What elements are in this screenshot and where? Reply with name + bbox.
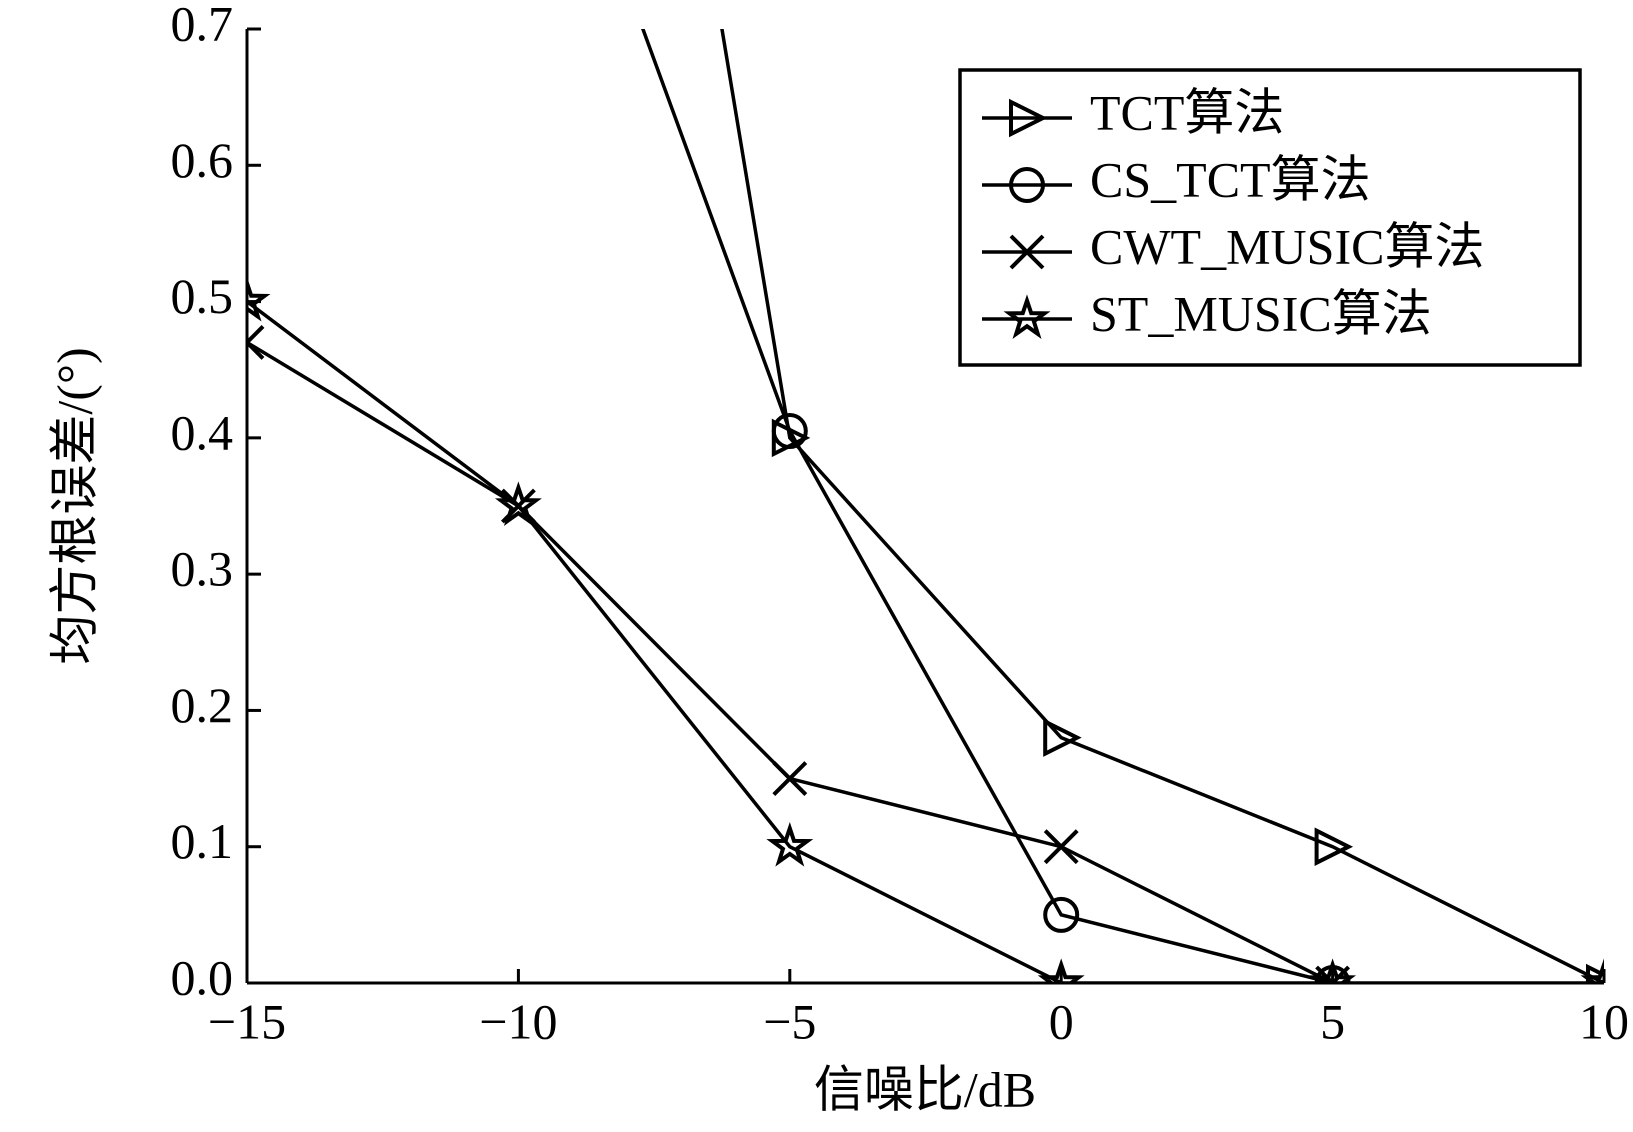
y-tick-label: 0.2 (171, 677, 234, 733)
series-line (641, 29, 1334, 983)
legend-label: CWT_MUSIC算法 (1090, 218, 1484, 274)
x-tick-label: 0 (1049, 993, 1074, 1049)
marker (1009, 167, 1045, 203)
x-tick-label: 10 (1579, 993, 1629, 1049)
marker (1037, 958, 1085, 983)
marker (247, 325, 265, 360)
marker (766, 822, 814, 867)
marker (494, 481, 542, 526)
y-tick-label: 0.6 (171, 132, 234, 188)
marker (1315, 965, 1351, 983)
marker (1043, 829, 1079, 865)
marker (1043, 896, 1080, 933)
marker (1580, 958, 1604, 983)
x-axis-label: 信噪比/dB (814, 1061, 1036, 1117)
legend-label: TCT算法 (1090, 84, 1284, 140)
y-axis-label: 均方根误差/(°) (46, 347, 102, 664)
marker (1009, 98, 1048, 138)
y-tick-label: 0.3 (171, 541, 234, 597)
x-tick-label: 5 (1320, 993, 1345, 1049)
y-tick-label: 0.4 (171, 404, 234, 460)
series-line (247, 300, 1604, 983)
marker (1314, 827, 1354, 866)
legend-label: CS_TCT算法 (1090, 151, 1371, 207)
series-line (720, 29, 1604, 983)
y-tick-label: 0.7 (171, 0, 234, 51)
x-tick-label: −5 (763, 993, 816, 1049)
marker (247, 276, 271, 322)
marker (1309, 958, 1357, 983)
legend-label: ST_MUSIC算法 (1090, 285, 1432, 341)
marker (771, 413, 808, 450)
y-tick-label: 0.5 (171, 268, 234, 324)
marker (1003, 294, 1051, 339)
y-tick-label: 0.0 (171, 949, 234, 1005)
marker (1009, 234, 1045, 270)
marker (1043, 718, 1082, 757)
x-tick-label: −10 (479, 993, 557, 1049)
plot-area (247, 29, 1604, 983)
y-tick-label: 0.1 (171, 813, 234, 869)
marker (772, 761, 808, 796)
x-tick-label: −15 (208, 993, 286, 1049)
